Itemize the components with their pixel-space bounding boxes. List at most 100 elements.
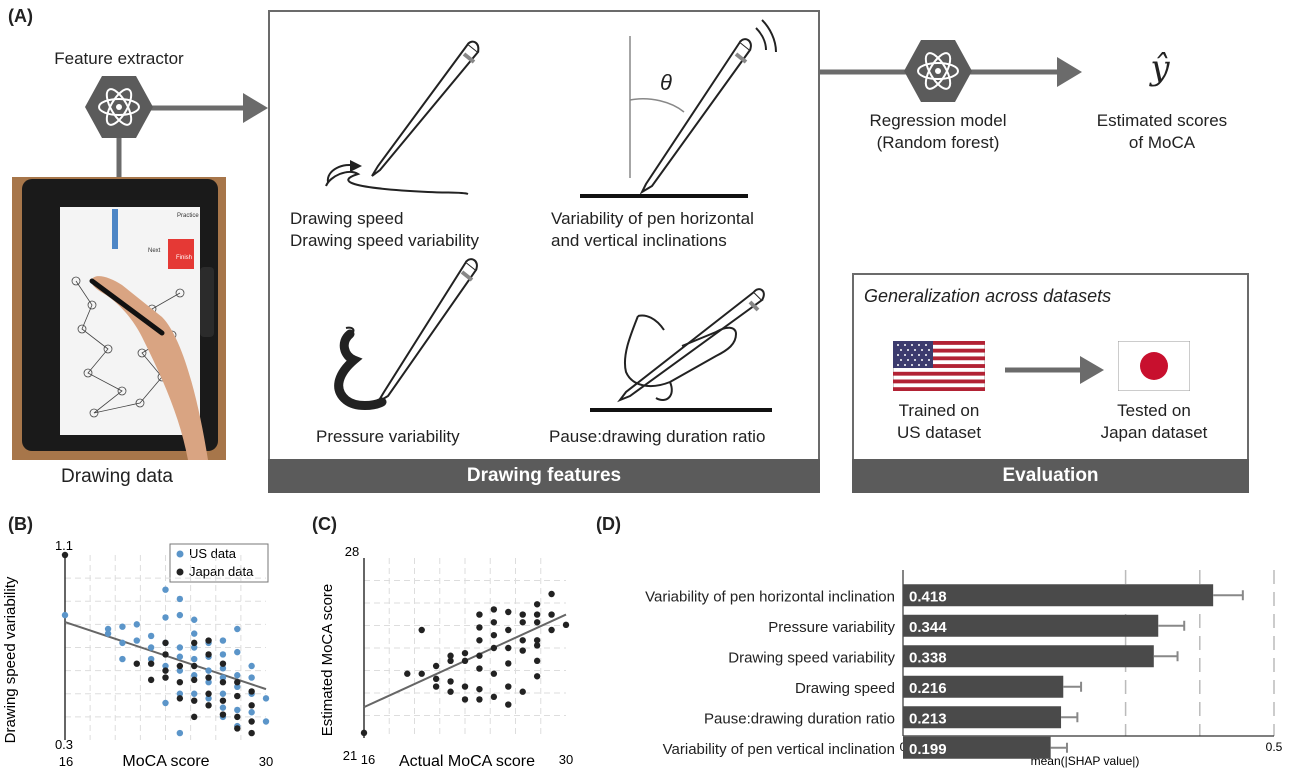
chart-b-point [104, 630, 112, 637]
feature-speed-line1: Drawing speed [290, 209, 404, 228]
chart-c-point [519, 688, 526, 695]
tablet-practice-text: Practice [177, 213, 199, 219]
theta-symbol: θ [660, 70, 672, 95]
chart-b-point [234, 625, 241, 633]
chart-b-point [248, 662, 255, 670]
chart-d-plot-area: 0.418 Variability of pen horizontal incli… [645, 570, 1275, 759]
chart-b-point [262, 718, 270, 725]
chart-c-point [476, 696, 483, 703]
chart-b-point [119, 655, 126, 663]
chart-b-point [191, 662, 198, 670]
feature-speed-line2: Drawing speed variability [290, 231, 479, 250]
tested-on-line2: Japan dataset [1100, 423, 1208, 442]
japan-flag-icon [1118, 341, 1190, 391]
chart-c-point [476, 652, 483, 659]
chart-c-point [418, 670, 425, 677]
chart-c-point [505, 608, 512, 616]
chart-b-point [133, 637, 140, 644]
chart-d-value-label: 0.199 [909, 741, 947, 758]
chart-c-point [447, 688, 454, 695]
pen-drawing-speed-icon [325, 40, 480, 195]
chart-b-point [205, 674, 212, 681]
chart-c-point [490, 644, 498, 652]
chart-c-xtick-right: 30 [559, 752, 573, 767]
chart-b-point [162, 662, 169, 670]
chart-c-point [533, 637, 541, 644]
chart-b-point [205, 690, 212, 697]
chart-c-point [533, 601, 541, 608]
chart-d-bar [903, 645, 1154, 668]
chart-c-point [461, 696, 469, 703]
chart-c-point [447, 657, 454, 665]
feature-pressure: Pressure variability [316, 427, 460, 446]
atom-hexagon-icon [85, 76, 153, 138]
chart-b-point [162, 639, 169, 647]
chart-b-point [191, 697, 198, 704]
regression-model-line1: Regression model [869, 111, 1007, 130]
chart-b-xtick-right: 30 [259, 754, 273, 769]
chart-d-value-label: 0.344 [909, 619, 947, 636]
chart-c-point [533, 673, 541, 680]
chart-b-ytick-bottom: 0.3 [55, 737, 73, 752]
chart-b-point [219, 697, 227, 704]
extractor-arrow-head [243, 93, 268, 123]
chart-b-point [234, 648, 241, 656]
drawing-features-footer: Drawing features [268, 459, 820, 493]
chart-b-point [191, 655, 198, 663]
chart-b-xlabel: MoCA score [122, 753, 209, 769]
chart-c-point [490, 631, 498, 639]
trained-on-line2: US dataset [896, 423, 982, 442]
chart-d-category-label: Pressure variability [768, 619, 895, 636]
chart-b-point [219, 674, 227, 681]
chart-b-point [205, 637, 212, 644]
trained-on-line1: Trained on [898, 401, 980, 420]
chart-b-point [234, 692, 241, 700]
chart-c-point [548, 626, 555, 634]
chart-b-point [234, 683, 241, 691]
chart-b-svg: Drawing speed variability MoCA score 1.1… [2, 538, 273, 769]
tablet-finish-text: Finish [176, 255, 192, 261]
chart-c-point [505, 660, 512, 667]
chart-d-bar [903, 675, 1064, 698]
chart-d-category-label: Drawing speed variability [728, 649, 895, 666]
chart-c-xlabel: Actual MoCA score [399, 753, 535, 769]
chart-d-value-label: 0.338 [909, 649, 947, 666]
panel-d-label: (D) [596, 514, 621, 534]
chart-b-point [162, 614, 169, 621]
chart-b-point [262, 695, 270, 702]
chart-b-point [147, 676, 155, 684]
chart-c-point [562, 621, 570, 629]
chart-b-point [176, 667, 184, 674]
chart-b-point [176, 678, 184, 686]
chart-c-point [461, 649, 469, 657]
chart-b-point [248, 674, 255, 681]
estimated-scores-line2: of MoCA [1128, 133, 1196, 152]
chart-b-point [147, 655, 155, 663]
chart-b-point [176, 729, 184, 737]
chart-b-point [219, 678, 227, 686]
chart-d-xtick-right: 0.5 [1266, 740, 1283, 754]
chart-c-point [476, 624, 483, 631]
feature-extractor-title: Feature extractor [54, 49, 184, 68]
chart-c-point [447, 678, 454, 685]
us-flag-icon [893, 341, 985, 391]
chart-c-ytick-top: 28 [345, 544, 359, 559]
chart-b-point [162, 586, 169, 593]
chart-c-point [476, 611, 483, 618]
estimated-scores-line1: Estimated scores [1096, 111, 1228, 130]
legend-us-marker [176, 550, 184, 558]
chart-c-point [533, 619, 541, 626]
chart-d-bar [903, 614, 1159, 637]
chart-b-point [191, 616, 198, 623]
chart-b-point [234, 725, 241, 732]
regression-model-line2: (Random forest) [876, 133, 1000, 152]
chart-b-point [234, 713, 241, 721]
chart-b-point [133, 621, 140, 628]
chart-b-point [147, 644, 155, 651]
chart-b-point [191, 672, 198, 679]
evaluation-footer: Evaluation [852, 459, 1249, 493]
chart-b-point [219, 637, 227, 644]
chart-b-point [176, 611, 184, 619]
chart-d-value-label: 0.418 [909, 588, 947, 605]
chart-b-point [162, 699, 169, 707]
